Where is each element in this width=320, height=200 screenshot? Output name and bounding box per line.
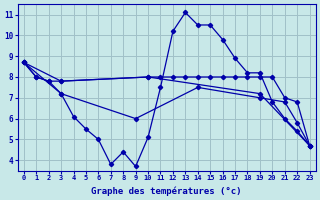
X-axis label: Graphe des températures (°c): Graphe des températures (°c) <box>92 186 242 196</box>
